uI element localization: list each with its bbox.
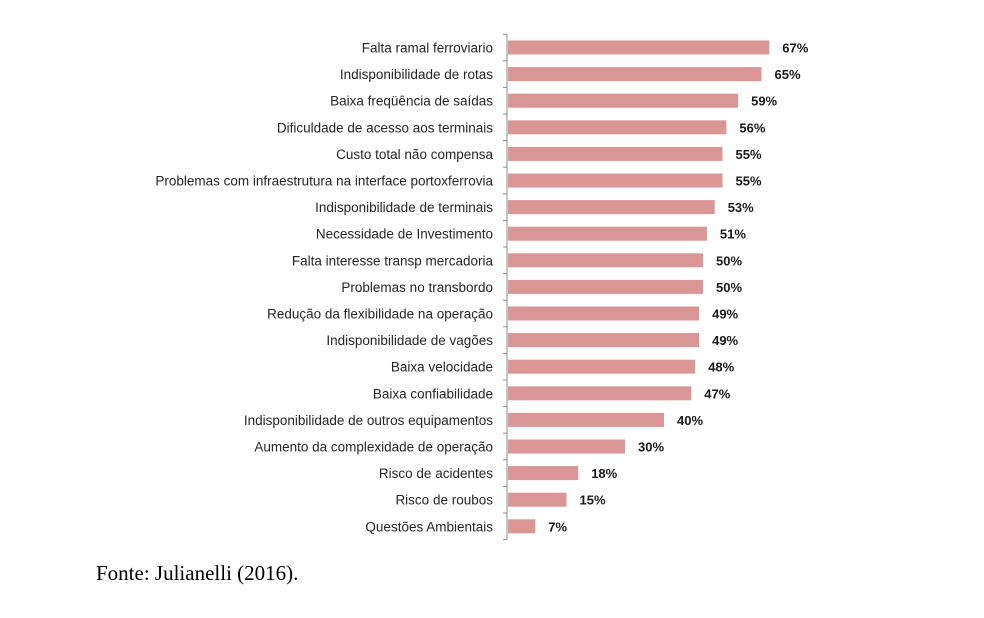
bar-chart: Falta ramal ferroviario 67% Indisponibilid… <box>155 33 809 541</box>
data-label: 48% <box>708 360 734 375</box>
bar <box>508 386 692 401</box>
data-label: 67% <box>782 41 808 56</box>
category-label: Problemas com infraestrutura na interfac… <box>155 174 493 189</box>
data-label: 55% <box>736 174 762 189</box>
data-label: 49% <box>712 333 738 348</box>
data-label: 59% <box>751 94 777 109</box>
data-label: 18% <box>591 466 617 481</box>
bar <box>508 120 727 135</box>
bar <box>508 466 579 481</box>
category-label: Risco de acidentes <box>379 466 493 481</box>
data-label: 65% <box>775 67 801 82</box>
bar <box>508 412 664 427</box>
data-label: 55% <box>736 147 762 162</box>
data-label: 49% <box>712 307 738 322</box>
bar <box>508 519 536 534</box>
category-label: Custo total não compensa <box>336 147 493 162</box>
category-label: Necessidade de Investimento <box>316 227 493 242</box>
category-label: Redução da flexibilidade na operação <box>267 307 493 322</box>
category-label: Aumento da complexidade de operação <box>254 440 493 455</box>
bar <box>508 40 770 55</box>
bar <box>508 359 696 374</box>
bar <box>508 146 723 161</box>
bar <box>508 492 567 507</box>
data-label: 7% <box>548 519 567 534</box>
bar <box>508 67 762 82</box>
data-label: 15% <box>580 493 606 508</box>
category-label: Baixa confiabilidade <box>373 386 493 401</box>
category-label: Baixa freqüência de saídas <box>330 94 493 109</box>
category-label: Risco de roubos <box>395 493 493 508</box>
category-label: Falta ramal ferroviario <box>362 41 493 56</box>
bar <box>508 333 700 348</box>
data-label: 50% <box>716 280 742 295</box>
category-label: Dificuldade de acesso aos terminais <box>277 120 493 135</box>
source-caption: Fonte: Julianelli (2016). <box>96 561 299 585</box>
data-label: 30% <box>638 440 664 455</box>
data-label: 50% <box>716 253 742 268</box>
category-label: Falta interesse transp mercadoria <box>292 253 494 268</box>
category-label: Indisponibilidade de terminais <box>315 200 493 215</box>
bar <box>508 439 625 454</box>
bar <box>508 226 707 241</box>
data-label: 51% <box>720 227 746 242</box>
bar <box>508 200 715 215</box>
data-label: 53% <box>728 200 754 215</box>
bar <box>508 306 700 321</box>
category-label: Problemas no transbordo <box>341 280 493 295</box>
category-label: Indisponibilidade de rotas <box>340 67 493 82</box>
category-label: Baixa velocidade <box>391 360 493 375</box>
data-label: 47% <box>704 386 730 401</box>
category-label: Questões Ambientais <box>365 519 493 534</box>
bar <box>508 279 703 294</box>
bar <box>508 173 723 188</box>
data-label: 56% <box>739 120 765 135</box>
bar <box>508 93 739 108</box>
bar <box>508 253 703 268</box>
category-label: Indisponibilidade de outros equipamentos <box>244 413 493 428</box>
category-label: Indisponibilidade de vagões <box>326 333 493 348</box>
data-label: 40% <box>677 413 703 428</box>
